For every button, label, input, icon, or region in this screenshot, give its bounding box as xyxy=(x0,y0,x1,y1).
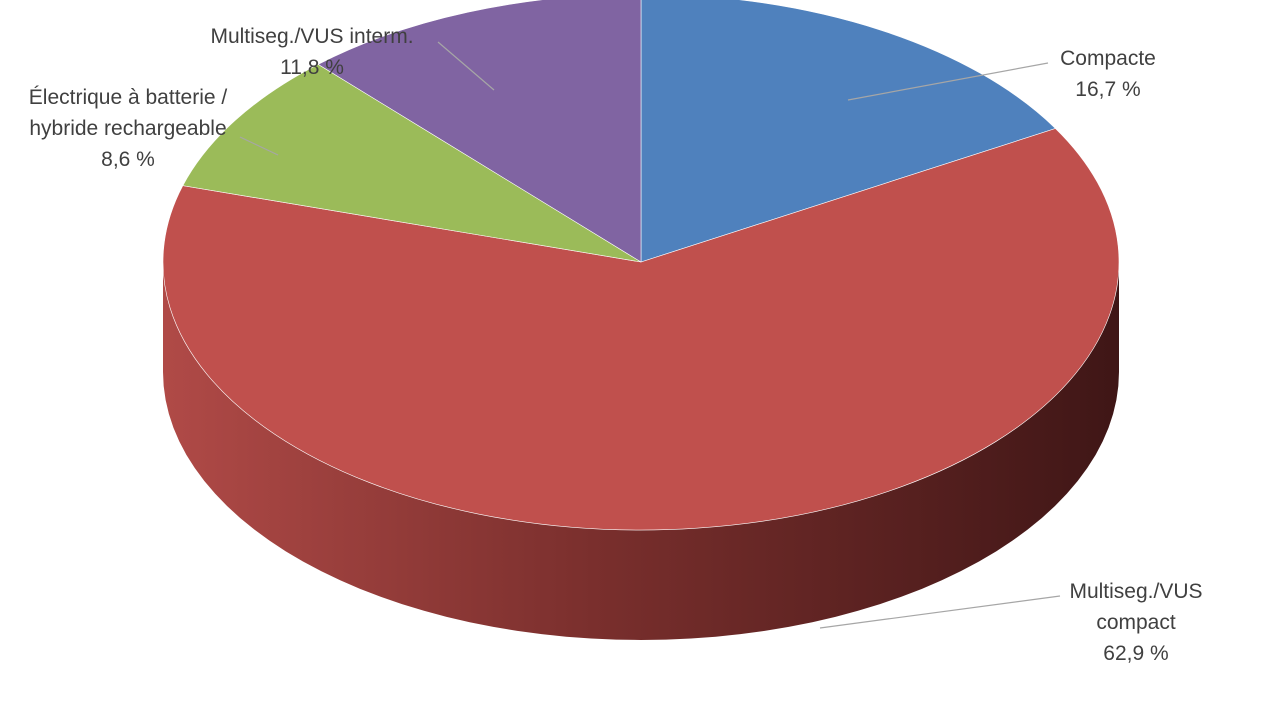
data-label-vus-interm: Multiseg./VUS interm. 11,8 % xyxy=(210,25,413,79)
data-label-value: 8,6 % xyxy=(101,148,155,171)
pie-side-vus-compact xyxy=(163,262,1119,640)
pie-side-layer xyxy=(163,262,1119,640)
data-labels: Compacte 16,7 % Multiseg./VUS compact 62,9 %… xyxy=(29,25,1203,665)
data-label-name: compact xyxy=(1096,611,1176,634)
leader-line-electrique xyxy=(239,136,279,156)
data-label-name: Multiseg./VUS xyxy=(1069,580,1202,603)
data-label-electrique: Électrique à batterie / hybride rechargea… xyxy=(29,86,228,171)
data-label-name: Électrique à batterie / xyxy=(29,86,228,109)
data-label-value: 11,8 % xyxy=(280,56,344,79)
pie-slice-electrique xyxy=(182,64,642,263)
data-label-value: 16,7 % xyxy=(1075,78,1140,101)
pie-slice-vus-interm xyxy=(317,0,642,263)
pie-top-layer xyxy=(162,0,1120,531)
data-label-name: Compacte xyxy=(1060,47,1156,70)
data-label-compacte: Compacte 16,7 % xyxy=(1060,47,1156,101)
data-label-value: 62,9 % xyxy=(1103,642,1168,665)
leader-line-compacte xyxy=(847,62,1049,101)
data-label-name: hybride rechargeable xyxy=(29,117,226,140)
data-label-name: Multiseg./VUS interm. xyxy=(210,25,413,48)
leader-line-vus-interm xyxy=(437,41,495,91)
pie-slice-compacte xyxy=(640,0,1057,263)
leader-line-vus-compact xyxy=(819,595,1061,629)
pie-slice-vus-compact xyxy=(162,128,1120,531)
data-label-vus-compact: Multiseg./VUS compact 62,9 % xyxy=(1069,580,1202,665)
leader-lines xyxy=(239,41,1061,629)
